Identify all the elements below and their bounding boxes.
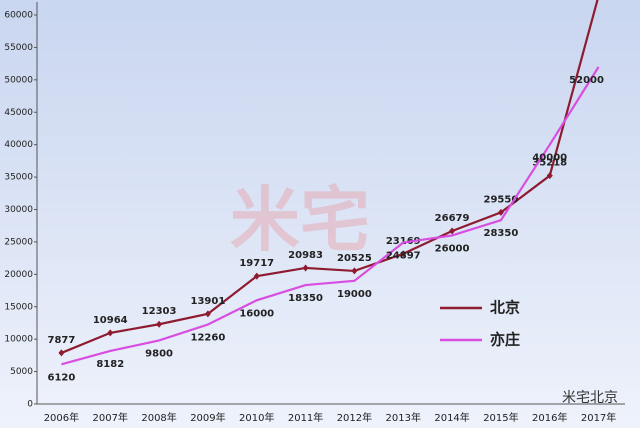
- value-label: 12303: [142, 306, 177, 317]
- y-tick-label: 60000: [4, 11, 33, 21]
- y-tick-label: 0: [27, 400, 33, 410]
- y-tick-label: 30000: [4, 205, 33, 215]
- marker: [497, 208, 504, 216]
- value-label: 24897: [386, 251, 421, 262]
- value-label: 10964: [93, 315, 128, 326]
- value-label: 35218: [532, 158, 567, 169]
- y-tick-label: 15000: [4, 302, 33, 312]
- x-tick-label: 2010年: [239, 411, 274, 424]
- marker: [546, 172, 553, 180]
- value-label: 16000: [239, 308, 274, 319]
- x-tick-label: 2014年: [434, 411, 469, 424]
- marker: [302, 264, 309, 272]
- x-tick-label: 2008年: [141, 411, 176, 424]
- legend-label: 亦庄: [490, 331, 520, 349]
- series-line: [61, 66, 600, 366]
- y-tick-label: 20000: [4, 270, 33, 280]
- value-label: 20525: [337, 253, 372, 264]
- value-label: 7877: [47, 335, 75, 346]
- value-label: 52000: [569, 75, 604, 86]
- value-label: 28350: [484, 228, 519, 239]
- value-label: 23169: [386, 236, 421, 247]
- marker: [253, 272, 260, 280]
- marker: [400, 250, 407, 258]
- x-tick-label: 2006年: [44, 411, 79, 424]
- logo: 米宅北京: [562, 390, 618, 406]
- marker: [351, 267, 358, 275]
- legend-label: 北京: [490, 299, 520, 317]
- value-label: 40000: [532, 153, 567, 164]
- value-label: 26679: [435, 213, 470, 224]
- marker: [204, 310, 211, 318]
- marker: [58, 349, 65, 357]
- y-tick-label: 55000: [4, 43, 33, 53]
- marker: [156, 320, 163, 328]
- x-tick-label: 2011年: [288, 411, 323, 424]
- x-tick-label: 2015年: [483, 411, 518, 424]
- y-tick-label: 35000: [4, 173, 33, 183]
- value-label: 18350: [288, 293, 323, 304]
- y-tick-label: 25000: [4, 237, 33, 247]
- value-label: 19717: [239, 258, 274, 269]
- marker: [107, 329, 114, 337]
- value-label: 9800: [145, 348, 173, 359]
- value-label: 26000: [435, 243, 470, 254]
- y-tick-label: 40000: [4, 140, 33, 150]
- x-tick-label: 2016年: [532, 411, 567, 424]
- value-label: 19000: [337, 289, 372, 300]
- value-label: 20983: [288, 250, 323, 261]
- value-label: 12260: [191, 333, 226, 344]
- x-tick-label: 2017年: [581, 411, 616, 424]
- marker: [449, 227, 456, 235]
- watermark: 米宅: [230, 179, 370, 261]
- x-tick-label: 2007年: [93, 411, 128, 424]
- y-tick-label: 45000: [4, 108, 33, 118]
- y-tick-label: 10000: [4, 335, 33, 345]
- value-label: 6120: [47, 372, 75, 383]
- x-tick-label: 2012年: [337, 411, 372, 424]
- value-label: 8182: [96, 359, 124, 370]
- x-tick-label: 2009年: [190, 411, 225, 424]
- y-tick-label: 50000: [4, 75, 33, 85]
- y-tick-label: 5000: [10, 367, 33, 377]
- x-tick-label: 2013年: [386, 411, 421, 424]
- value-label: 29550: [484, 194, 519, 205]
- value-label: 13901: [191, 296, 226, 307]
